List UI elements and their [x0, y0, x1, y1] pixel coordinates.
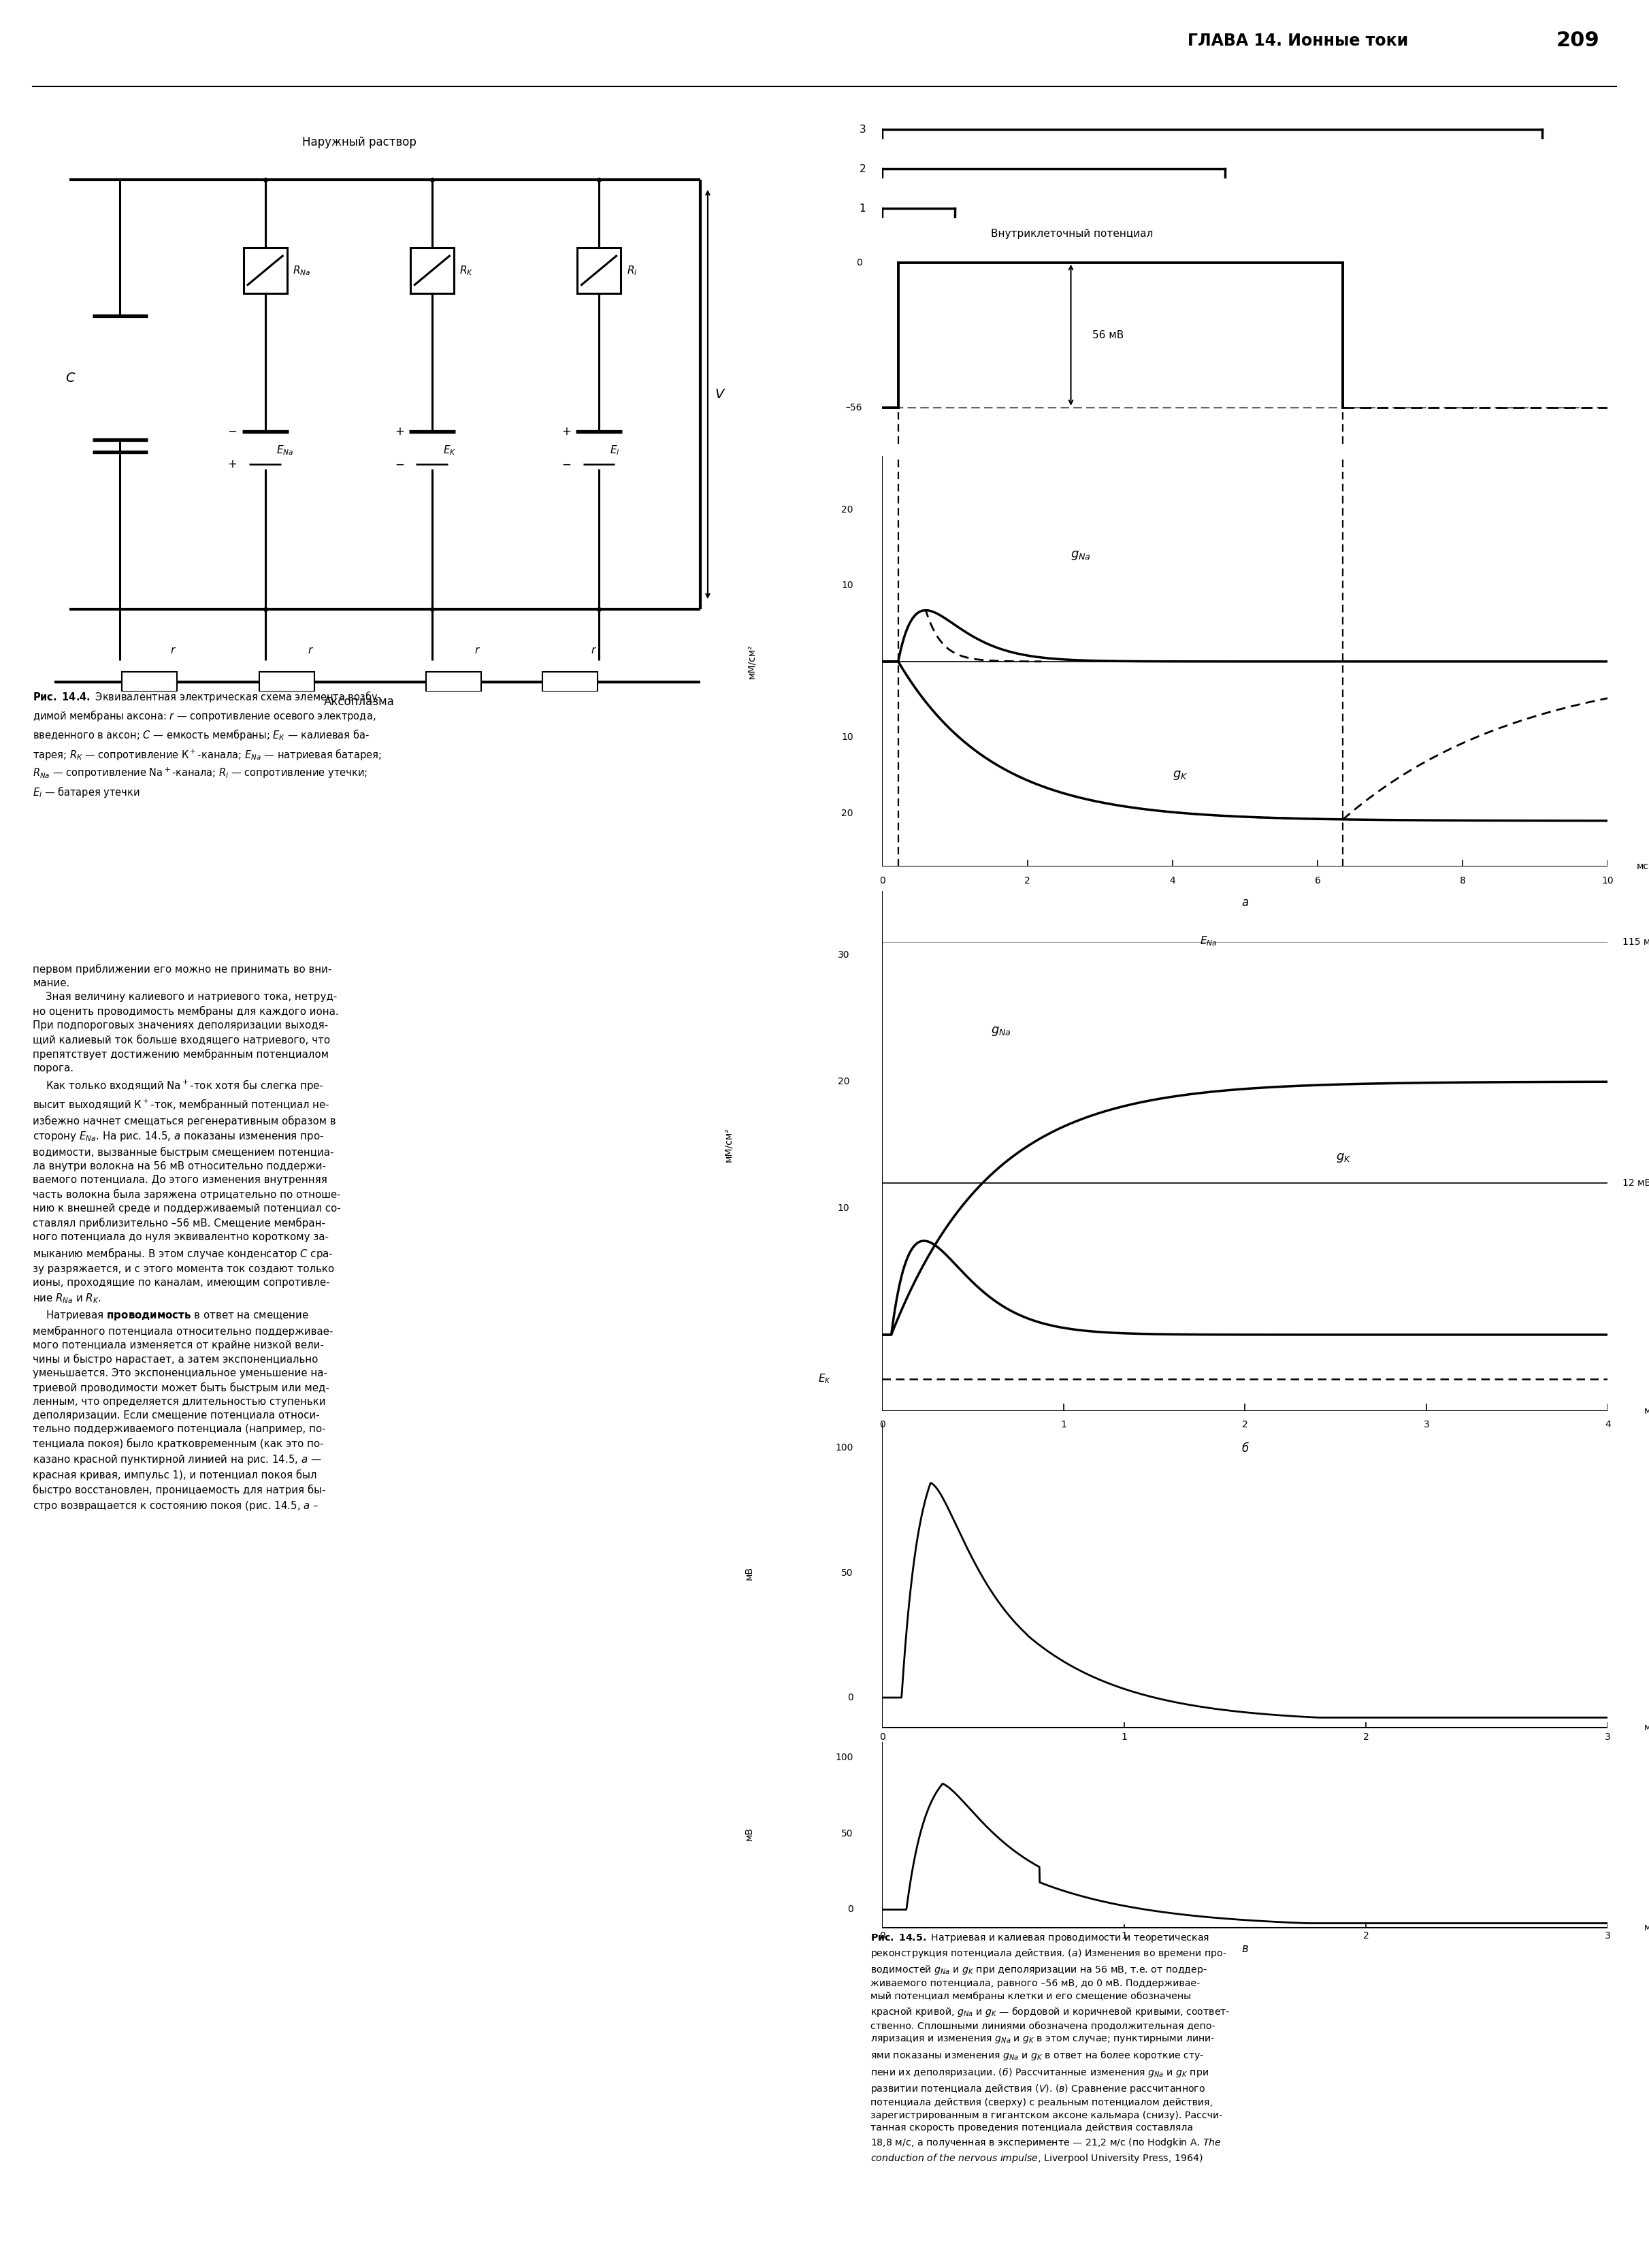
Text: $R_{Na}$: $R_{Na}$	[294, 263, 310, 277]
Text: 2: 2	[1364, 1930, 1369, 1941]
Text: 8: 8	[1459, 875, 1466, 887]
Bar	[259, 671, 315, 692]
Text: 20: 20	[841, 506, 853, 515]
Text: V: V	[716, 388, 724, 401]
Text: 3: 3	[1604, 1930, 1611, 1941]
Text: 30: 30	[838, 950, 849, 959]
Text: 0: 0	[848, 1905, 853, 1914]
Text: 10: 10	[838, 1204, 849, 1213]
Text: $g_K$: $g_K$	[1172, 769, 1187, 782]
Text: $g_{Na}$: $g_{Na}$	[1070, 549, 1092, 562]
Text: 0: 0	[879, 1733, 886, 1742]
Text: 0: 0	[879, 875, 886, 887]
Text: 10: 10	[1601, 875, 1614, 887]
Text: мВ: мВ	[744, 1565, 754, 1581]
Text: 1: 1	[1060, 1420, 1067, 1429]
Text: r: r	[170, 644, 175, 655]
Text: $E_{Na}$: $E_{Na}$	[1200, 934, 1217, 948]
Text: −: −	[228, 426, 237, 438]
Text: 4: 4	[1604, 1420, 1611, 1429]
Bar	[543, 671, 597, 692]
Text: $R_K$: $R_K$	[460, 263, 473, 277]
Text: r: r	[308, 644, 312, 655]
Text: мМ/см²: мМ/см²	[724, 1127, 732, 1161]
Text: 20: 20	[841, 807, 853, 819]
Text: мВ: мВ	[744, 1826, 754, 1842]
Text: мс: мс	[1644, 1923, 1649, 1932]
Text: Наружный раствор: Наружный раствор	[302, 136, 417, 147]
Text: 100: 100	[836, 1442, 853, 1454]
Text: $g_K$: $g_K$	[1336, 1152, 1351, 1163]
Text: 12 мВ: 12 мВ	[1623, 1177, 1649, 1188]
Text: r: r	[475, 644, 480, 655]
Text: 0: 0	[879, 1930, 886, 1941]
Text: 50: 50	[841, 1828, 853, 1839]
Text: $E_K$: $E_K$	[818, 1372, 831, 1386]
Text: 0: 0	[848, 1692, 853, 1703]
Bar	[425, 671, 482, 692]
Text: C: C	[66, 372, 76, 383]
Text: мМ/см²: мМ/см²	[747, 644, 757, 678]
Text: r: r	[590, 644, 595, 655]
Text: $g_{Na}$: $g_{Na}$	[991, 1025, 1011, 1036]
Text: 115 мВ: 115 мВ	[1623, 937, 1649, 948]
Text: $E_K$: $E_K$	[444, 445, 457, 456]
Bar	[244, 247, 287, 293]
Text: 4: 4	[1169, 875, 1176, 887]
Text: Аксоплазма: Аксоплазма	[325, 696, 394, 708]
Text: $R_l$: $R_l$	[627, 263, 637, 277]
Text: $\bf{Рис.\ 14.5.}$ Натриевая и калиевая проводимости и теоретическая
реконструкц: $\bf{Рис.\ 14.5.}$ Натриевая и калиевая …	[871, 1932, 1230, 2166]
Text: +: +	[394, 426, 404, 438]
Text: 2: 2	[1364, 1733, 1369, 1742]
Text: б: б	[1242, 1442, 1248, 1454]
Text: Внутриклеточный потенциал: Внутриклеточный потенциал	[991, 229, 1153, 238]
Text: 56 мВ: 56 мВ	[1093, 329, 1125, 340]
Text: 10: 10	[841, 733, 853, 742]
Text: 1: 1	[1121, 1733, 1126, 1742]
Bar	[411, 247, 453, 293]
Text: 50: 50	[841, 1567, 853, 1579]
Text: −: −	[394, 458, 404, 472]
Text: 20: 20	[838, 1077, 849, 1086]
Text: $\bf{Рис.\ 14.4.}$ Эквивалентная электрическая схема элемента возбу-
димой мембр: $\bf{Рис.\ 14.4.}$ Эквивалентная электри…	[33, 689, 383, 798]
Text: 100: 100	[836, 1753, 853, 1762]
Text: 1: 1	[1121, 1930, 1126, 1941]
Bar	[122, 671, 176, 692]
Bar	[577, 247, 620, 293]
Text: 2: 2	[1024, 875, 1031, 887]
Text: мс: мс	[1644, 1724, 1649, 1733]
Text: $a$: $a$	[1242, 896, 1248, 909]
Text: 0: 0	[879, 1420, 886, 1429]
Text: –56: –56	[846, 404, 862, 413]
Text: $E_{Na}$: $E_{Na}$	[275, 445, 294, 456]
Text: 10: 10	[841, 581, 853, 590]
Text: $E_l$: $E_l$	[610, 445, 620, 456]
Text: 209: 209	[1557, 32, 1600, 50]
Text: первом приближении его можно не принимать во вни-
мание.
    Зная величину калие: первом приближении его можно не принимат…	[33, 964, 341, 1513]
Text: −: −	[562, 458, 571, 472]
Text: в: в	[1242, 1944, 1248, 1955]
Text: 3: 3	[1423, 1420, 1430, 1429]
Text: мс: мс	[1644, 1406, 1649, 1415]
Text: 6: 6	[1314, 875, 1321, 887]
Text: 2: 2	[1242, 1420, 1248, 1429]
Text: мс: мс	[1637, 862, 1649, 871]
Text: 2: 2	[859, 163, 866, 175]
Text: 3: 3	[1604, 1733, 1611, 1742]
Text: ГЛАВА 14. Ионные токи: ГЛАВА 14. Ионные токи	[1187, 32, 1408, 50]
Text: 3: 3	[859, 125, 866, 134]
Text: 0: 0	[856, 259, 862, 268]
Text: +: +	[562, 426, 571, 438]
Text: 1: 1	[859, 204, 866, 213]
Text: +: +	[228, 458, 237, 472]
